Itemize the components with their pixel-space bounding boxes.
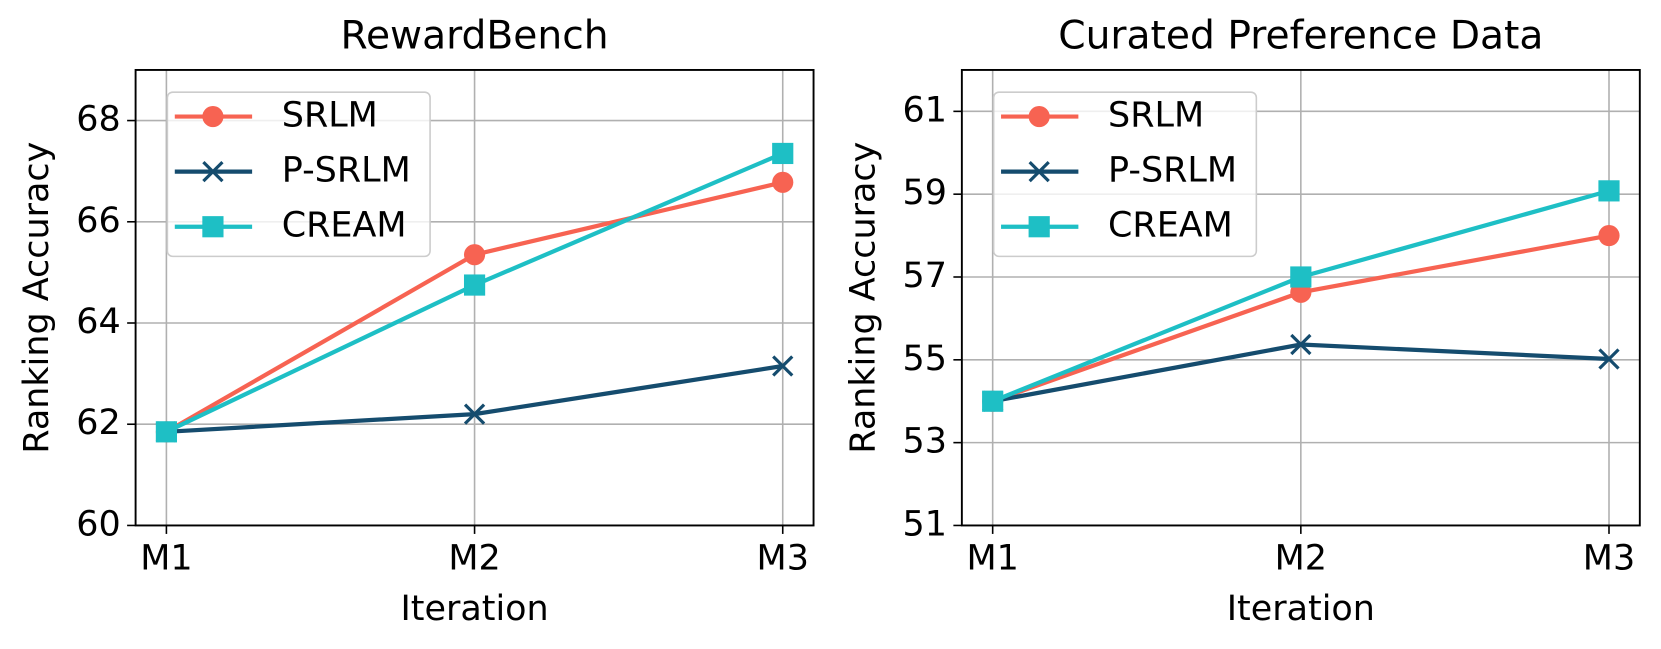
point [202, 216, 224, 238]
point [1028, 105, 1050, 128]
legend-box [166, 91, 431, 258]
point [463, 274, 486, 296]
y-tick-label: 62 [76, 403, 120, 443]
x-tick-label: M3 [1583, 538, 1635, 578]
y-tick-label: 59 [903, 173, 947, 213]
legend-label: P-SRLM [1108, 151, 1237, 191]
legend-label: CREAM [1108, 206, 1233, 246]
legend-label: P-SRLM [282, 151, 411, 191]
point [463, 244, 486, 266]
point [202, 160, 224, 183]
y-tick-label: 68 [76, 100, 120, 140]
y-tick-label: 66 [76, 201, 120, 241]
y-axis-label: Ranking Accuracy [17, 142, 57, 454]
x-tick-label: M1 [140, 538, 192, 578]
x-tick-label: M1 [966, 538, 1018, 578]
plot-frame [960, 68, 1641, 527]
legend-label: SRLM [1108, 96, 1204, 136]
y-tick-label: 53 [903, 422, 947, 462]
x-tick-label: M3 [757, 538, 809, 578]
y-axis-label: Ranking Accuracy [843, 142, 883, 454]
legend-label: SRLM [282, 96, 378, 136]
y-tick-label: 64 [76, 302, 120, 342]
y-tick-label: 57 [903, 256, 947, 296]
y-tick-label: 51 [903, 504, 947, 544]
plot-frame [134, 68, 815, 527]
legend-box [992, 91, 1258, 258]
point [1028, 160, 1050, 183]
point [1598, 348, 1620, 370]
point [1598, 180, 1620, 202]
point [1290, 266, 1312, 288]
x-axis-label: Iteration [1227, 589, 1375, 629]
point [155, 421, 178, 443]
legend-label: CREAM [282, 206, 407, 246]
point [1028, 216, 1050, 238]
y-tick-label: 60 [76, 504, 120, 544]
point [772, 355, 794, 377]
point [202, 105, 224, 128]
chart-title: Curated Preference Data [1058, 14, 1543, 59]
y-tick-label: 55 [903, 339, 947, 379]
chart-title: RewardBench [340, 14, 608, 59]
x-tick-label: M2 [448, 538, 500, 578]
point [772, 171, 794, 193]
point [1598, 224, 1620, 247]
x-axis-label: Iteration [400, 589, 548, 629]
point [772, 142, 794, 165]
y-tick-label: 61 [903, 90, 947, 130]
point [982, 390, 1004, 412]
point [1290, 333, 1312, 356]
x-tick-label: M2 [1275, 538, 1327, 578]
point [463, 403, 486, 425]
